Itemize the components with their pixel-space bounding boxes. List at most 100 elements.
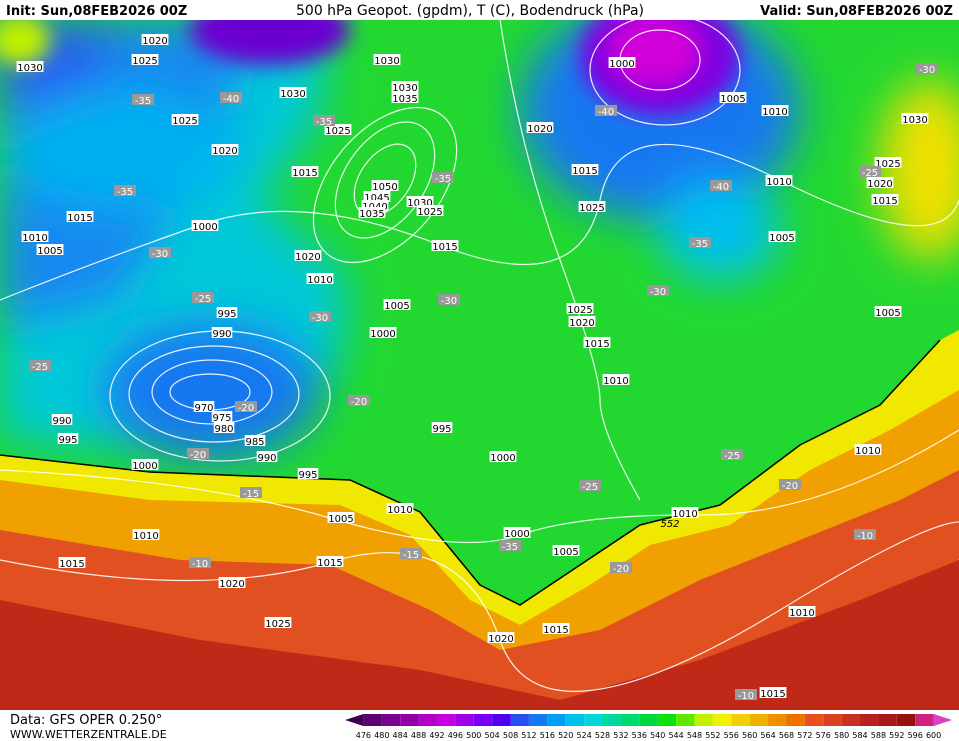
temperature-label-bg (132, 94, 154, 105)
isobar-label: 995 (298, 470, 317, 481)
legend-swatch (657, 714, 677, 726)
isobar-label: 1010 (672, 509, 697, 520)
temperature-label-bg (149, 247, 171, 258)
temperature-label: -40 (598, 107, 614, 118)
legend-swatch (473, 714, 493, 726)
isobar-label: 1020 (142, 36, 167, 47)
isobar-label-bg (264, 617, 292, 628)
isobar-label: 1010 (855, 446, 880, 457)
isobar-label-bg (602, 374, 630, 385)
isobar-label: 1030 (374, 56, 399, 67)
isobar-label: 1015 (572, 166, 597, 177)
isobar-label-bg (279, 87, 307, 98)
isobar-label-bg (761, 105, 789, 116)
legend-swatch (602, 714, 621, 726)
legend-tick-label: 556 (724, 731, 739, 740)
isobar-label: 1015 (543, 625, 568, 636)
legend-swatch (896, 714, 916, 726)
temperature-label: -20 (238, 403, 254, 414)
legend-swatch (712, 714, 732, 726)
isobar-label-bg (416, 205, 444, 216)
legend-swatch (823, 714, 842, 726)
isobar-label-bg (211, 144, 239, 155)
isobar-label: 1025 (132, 56, 157, 67)
temperature-label: -10 (857, 531, 873, 542)
legend-tick-label: 520 (558, 731, 573, 740)
isobar-label: 980 (214, 424, 233, 435)
temperature-label: -25 (32, 362, 48, 373)
isobar-label-bg (371, 180, 399, 191)
temperature-label-bg (779, 479, 801, 490)
isobar-label: 1025 (875, 159, 900, 170)
isobar-label: 1000 (370, 329, 395, 340)
isobar-label-bg (191, 220, 219, 231)
isobar-label: 1020 (212, 146, 237, 157)
isobar-label-bg (383, 299, 411, 310)
legend-tick-label: 552 (705, 731, 720, 740)
legend-tick-label: 528 (595, 731, 610, 740)
isobar-label: 1005 (769, 233, 794, 244)
isobar-label-bg (369, 327, 397, 338)
legend-tick-label: 512 (521, 731, 536, 740)
legend-swatch (436, 714, 456, 726)
isobar-label: 1035 (392, 94, 417, 105)
isobar-label: 1015 (760, 689, 785, 700)
isobar-label-bg (306, 273, 334, 284)
legend-swatch (400, 714, 419, 726)
temperature-label-bg (595, 105, 617, 116)
isobar-label-bg (256, 451, 278, 462)
isobar-label-bg (324, 124, 352, 135)
temperature-label-bg (647, 285, 669, 296)
temperature-label: -40 (223, 94, 239, 105)
temperature-label-bg (859, 166, 881, 177)
temperature-label-bg (348, 395, 370, 406)
isobar-label-bg (871, 194, 899, 205)
temperature-label: -40 (713, 182, 729, 193)
temperature-label: -35 (135, 96, 151, 107)
isobar-label-bg (854, 444, 882, 455)
isobar-label-bg (571, 164, 599, 175)
isobar-label: 1005 (384, 301, 409, 312)
temperature-label-bg (610, 562, 632, 573)
legend-tick-label: 536 (632, 731, 647, 740)
isobar-label-bg (218, 577, 246, 588)
isobar-label-bg (297, 468, 319, 479)
isobar-label: 1025 (172, 116, 197, 127)
isobar-label-bg (141, 34, 169, 45)
isobar-label: 1030 (17, 63, 42, 74)
isobar-label: 1035 (359, 209, 384, 220)
legend-tick-label: 476 (356, 731, 371, 740)
isobar-label: 990 (257, 453, 276, 464)
legend-swatch (510, 714, 529, 726)
isobar-label-bg (788, 606, 816, 617)
isobar-label: 995 (432, 424, 451, 435)
legend-tick-label: 480 (374, 731, 389, 740)
legend-tick-label: 544 (668, 731, 683, 740)
isobar-label-bg (542, 623, 570, 634)
isobar-label: 990 (52, 416, 71, 427)
init-time: Init: Sun,08FEB2026 00Z (6, 4, 187, 19)
temperature-label-bg (916, 63, 938, 74)
legend-tick-label: 516 (540, 731, 555, 740)
temperature-label: -20 (190, 450, 206, 461)
temperature-label: -20 (782, 481, 798, 492)
isobar-label: 1015 (317, 558, 342, 569)
temperature-label: -25 (724, 451, 740, 462)
isobar-label-bg (216, 307, 238, 318)
isobar-label-bg (526, 122, 554, 133)
isobar-label: 1000 (609, 59, 634, 70)
isobar-label-bg (719, 92, 747, 103)
isobar-label-bg (51, 414, 73, 425)
isobar-label-bg (327, 512, 355, 523)
isobar-label: 1020 (867, 179, 892, 190)
map-field (0, 20, 959, 710)
contour-label: 552 (660, 519, 679, 530)
isobar-label: 995 (217, 309, 236, 320)
legend-tick-label: 580 (834, 731, 849, 740)
temperature-label: -10 (738, 691, 754, 702)
isobar-label: 1030 (902, 115, 927, 126)
legend-swatch (860, 714, 879, 726)
legend-tick-label: 484 (393, 731, 408, 740)
isobar-label-bg (391, 81, 419, 92)
temperature-label: -15 (243, 489, 259, 500)
